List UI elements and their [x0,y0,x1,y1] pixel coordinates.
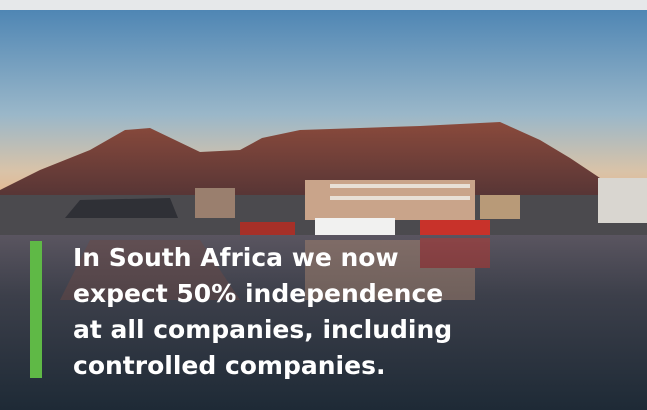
quote-line: expect 50% independence [73,279,443,308]
accent-bar [30,241,42,378]
quote-line: controlled companies. [73,351,385,380]
top-band [0,0,647,10]
quote-line: at all companies, including [73,315,452,344]
photo-panel: In South Africa we now expect 50% indepe… [0,0,647,410]
page: In South Africa we now expect 50% indepe… [0,0,647,410]
quote-line: In South Africa we now [73,243,399,272]
